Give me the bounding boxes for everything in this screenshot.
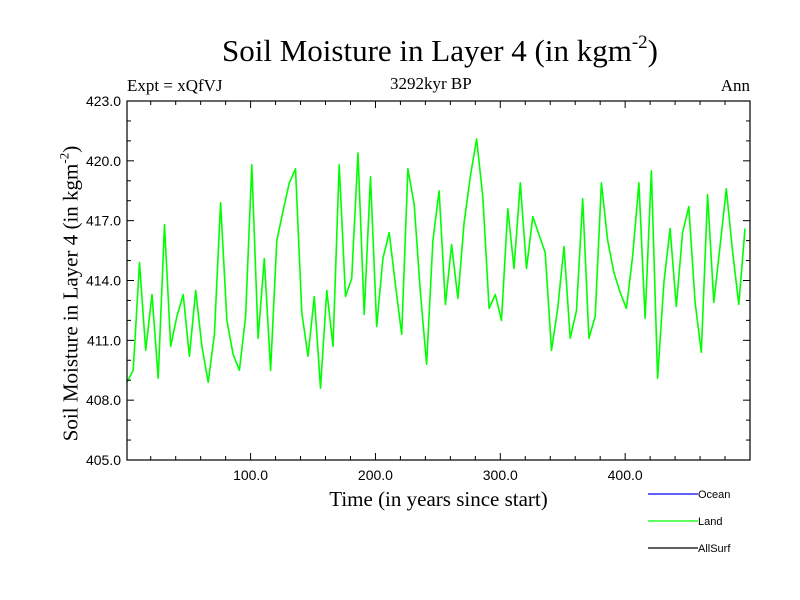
y-tick-label: 414.0: [86, 273, 121, 289]
x-axis-label: Time (in years since start): [329, 487, 548, 511]
legend-label-land: Land: [698, 516, 722, 528]
period-label: 3292kyr BP: [390, 74, 472, 93]
y-tick-label: 405.0: [86, 452, 121, 468]
experiment-label: Expt = xQfVJ: [127, 76, 223, 95]
series-layer: [126, 138, 746, 390]
x-tick-label: 400.0: [608, 467, 643, 483]
plot-frame: [126, 100, 751, 461]
y-tick-label: 423.0: [86, 93, 121, 109]
y-tick-label: 420.0: [86, 153, 121, 169]
x-tick-label: 200.0: [358, 467, 393, 483]
y-tick-label: 417.0: [86, 213, 121, 229]
x-tick-label: 100.0: [233, 467, 268, 483]
legend: Ocean Land AllSurf: [648, 489, 731, 555]
y-tick-label: 411.0: [87, 332, 121, 348]
x-tick-label: 300.0: [483, 467, 518, 483]
y-tick-label: 408.0: [86, 392, 121, 408]
ticks-layer: 405.0 408.0 411.0 414.0 417.0 420.0 423.0 100.0…: [86, 93, 750, 483]
legend-label-allsurf: AllSurf: [698, 543, 731, 555]
season-label: Ann: [720, 76, 750, 95]
chart-title: Soil Moisture in Layer 4 (in kgm-2): [222, 32, 658, 68]
series-line-land: [126, 138, 746, 390]
legend-label-ocean: Ocean: [698, 489, 730, 501]
